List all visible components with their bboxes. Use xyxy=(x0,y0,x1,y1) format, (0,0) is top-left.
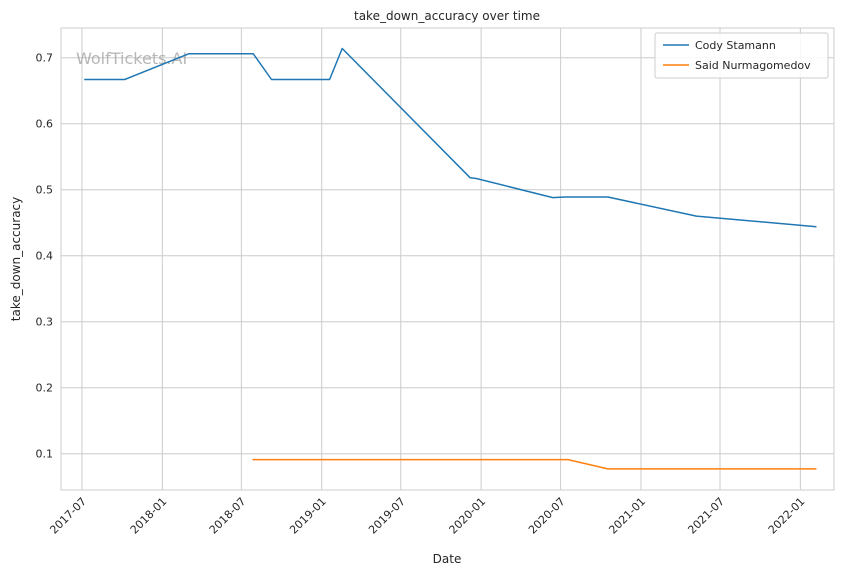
y-axis-ticks: 0.1 0.2 0.3 0.4 0.5 0.6 0.7 xyxy=(36,52,54,461)
y-tick-label: 0.5 xyxy=(36,184,54,197)
y-tick-label: 0.3 xyxy=(36,316,54,329)
series-line-said-nurmagomedov xyxy=(252,458,817,470)
x-tick-label: 2018-01 xyxy=(128,495,170,537)
legend: Cody Stamann Said Nurmagomedov xyxy=(654,32,829,79)
grid-lines xyxy=(61,28,834,490)
series-layer xyxy=(84,47,817,470)
watermark: WolfTickets.AI xyxy=(76,49,187,68)
y-tick-label: 0.4 xyxy=(36,250,54,263)
chart-title: take_down_accuracy over time xyxy=(354,9,540,23)
legend-label-said-nurmagomedov: Said Nurmagomedov xyxy=(695,59,811,72)
x-axis-ticks: 2017-07 2018-01 2018-07 2019-01 2019-07 2020-… xyxy=(47,495,807,537)
x-tick-label: 2021-07 xyxy=(685,495,727,537)
legend-label-cody-stamann: Cody Stamann xyxy=(695,39,776,52)
series-line-cody-stamann xyxy=(84,47,817,228)
x-tick-label: 2020-07 xyxy=(526,495,568,537)
x-tick-label: 2018-07 xyxy=(207,495,249,537)
plot-area xyxy=(60,27,835,491)
y-tick-label: 0.1 xyxy=(36,448,54,461)
y-tick-label: 0.2 xyxy=(36,382,54,395)
x-tick-label: 2019-07 xyxy=(366,495,408,537)
y-axis-title: take_down_accuracy xyxy=(9,197,23,321)
x-tick-label: 2022-01 xyxy=(766,495,808,537)
x-tick-label: 2019-01 xyxy=(287,495,329,537)
y-tick-label: 0.7 xyxy=(36,52,54,65)
y-tick-label: 0.6 xyxy=(36,118,54,131)
legend-box xyxy=(654,32,829,79)
x-tick-label: 2021-01 xyxy=(606,495,648,537)
x-tick-label: 2020-01 xyxy=(447,495,489,537)
x-tick-label: 2017-07 xyxy=(47,495,89,537)
x-axis-title: Date xyxy=(433,552,462,566)
